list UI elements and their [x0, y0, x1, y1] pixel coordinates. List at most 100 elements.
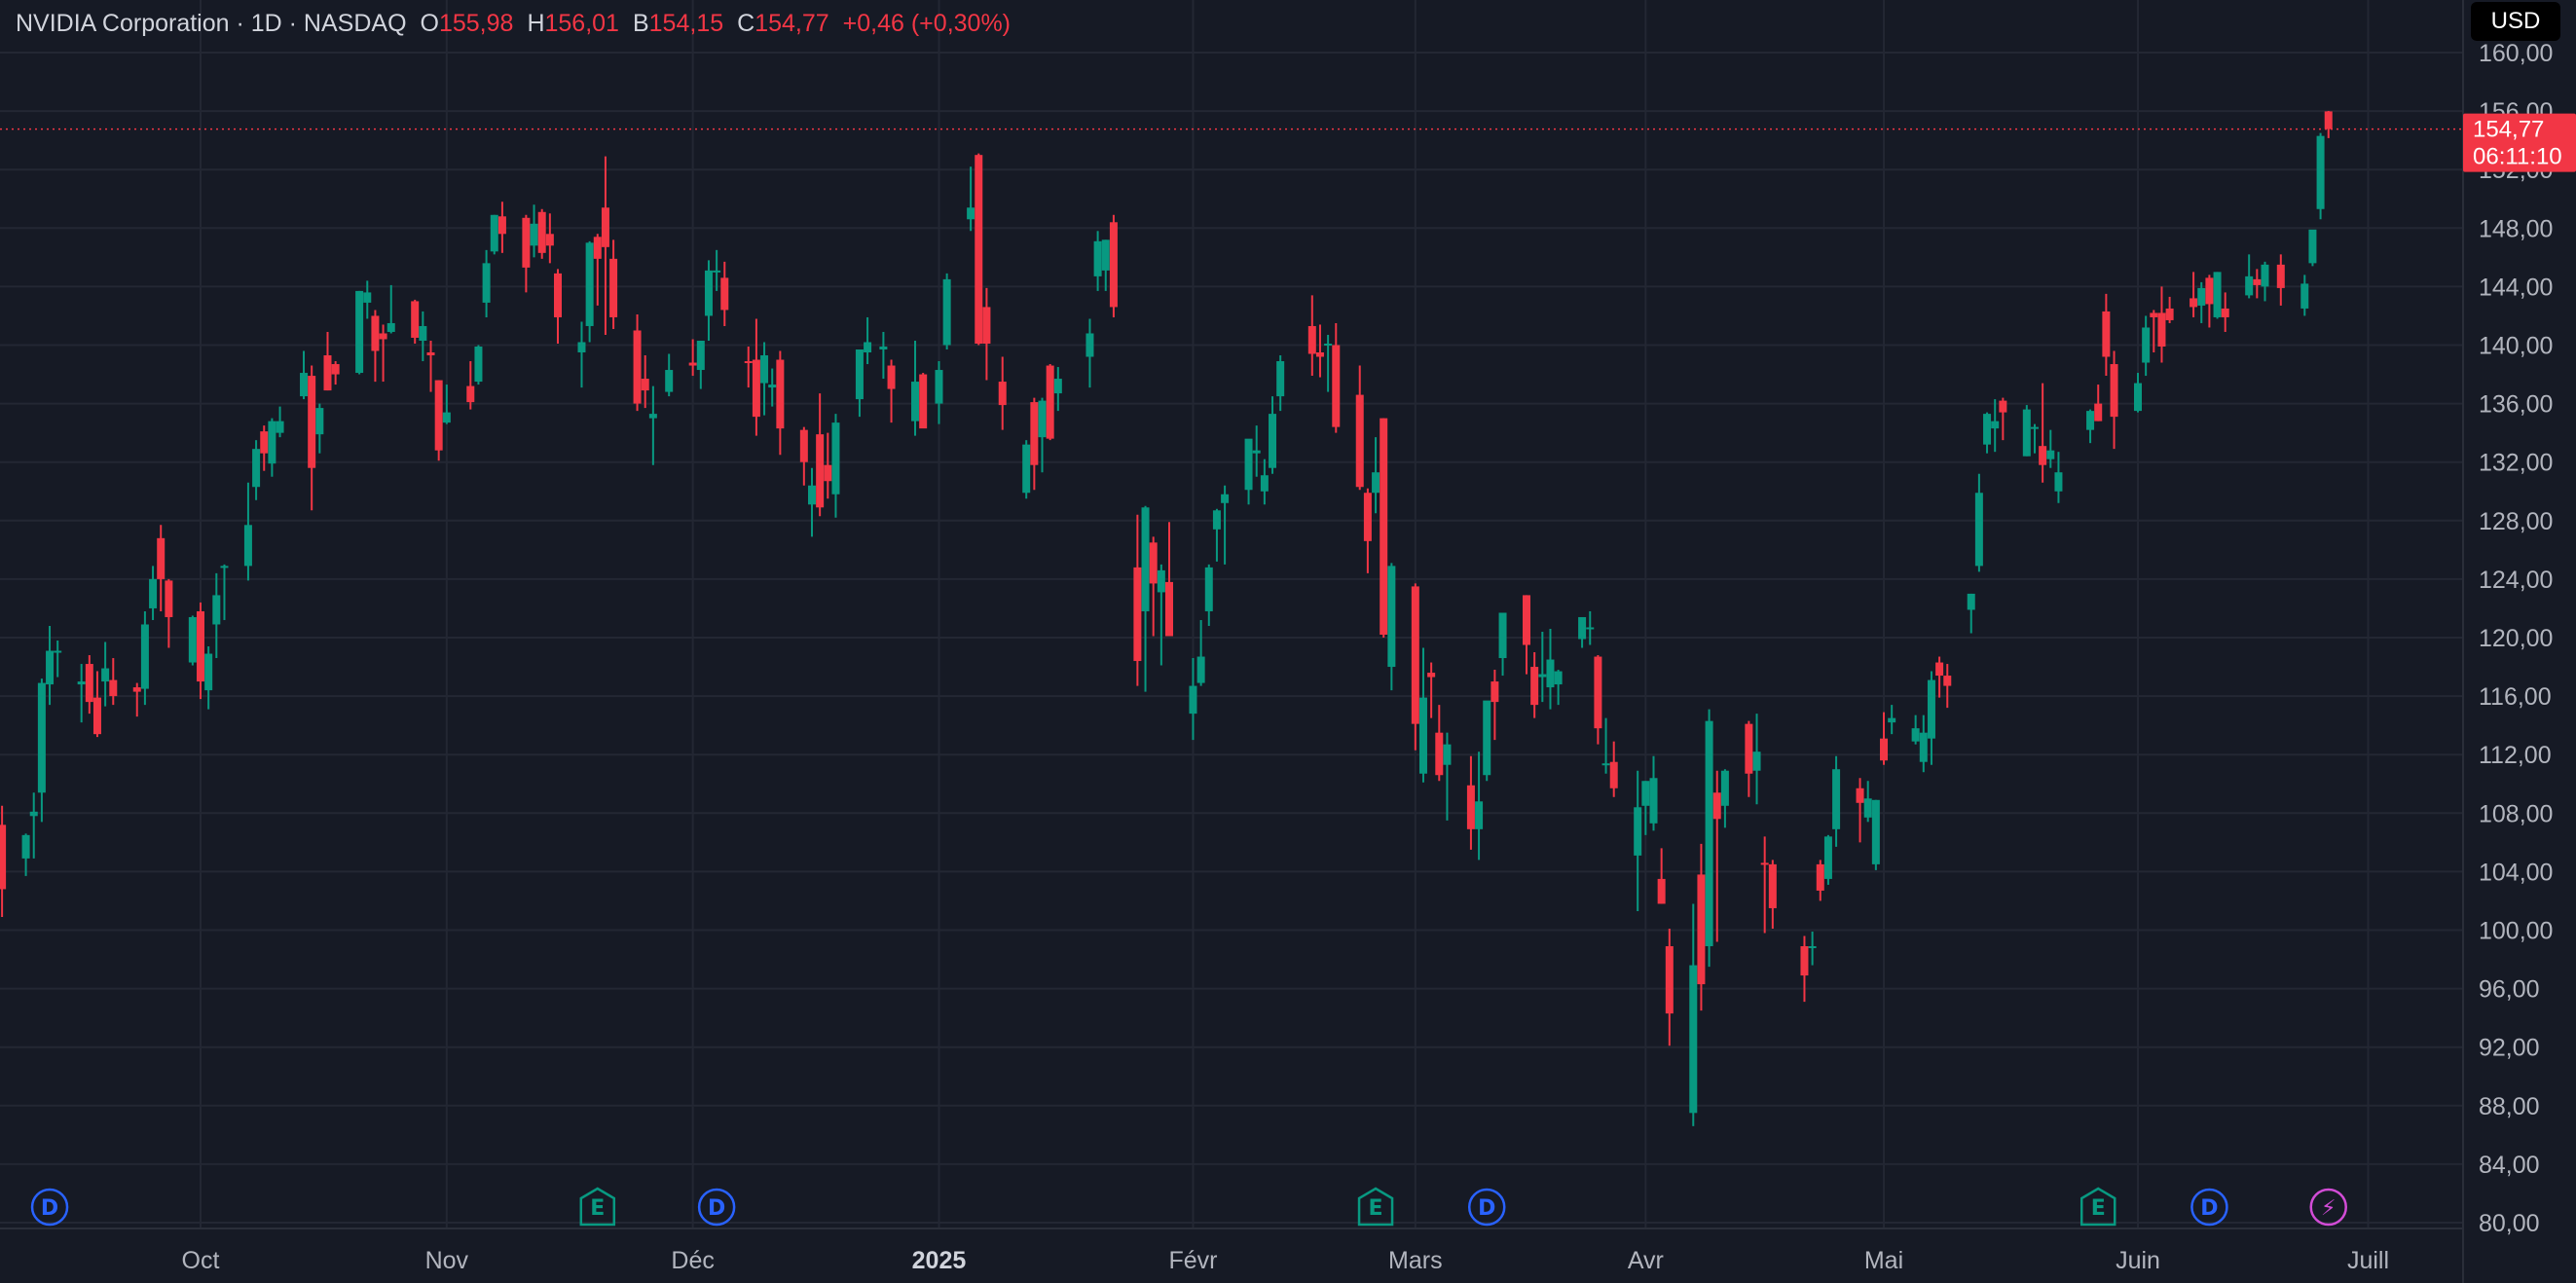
candle[interactable]: [1967, 593, 1975, 634]
candle[interactable]: [2094, 385, 2103, 422]
candle[interactable]: [466, 361, 475, 410]
candle[interactable]: [2022, 405, 2031, 457]
candle[interactable]: [887, 359, 896, 423]
candle[interactable]: [1546, 628, 1555, 710]
candle[interactable]: [29, 792, 38, 859]
candle[interactable]: [1363, 488, 1372, 573]
candle[interactable]: [2134, 373, 2142, 413]
candle[interactable]: [386, 284, 395, 334]
candle[interactable]: [720, 261, 729, 326]
candle[interactable]: [1443, 732, 1452, 821]
candle[interactable]: [1380, 418, 1388, 638]
candle[interactable]: [1038, 397, 1047, 473]
candle[interactable]: [1752, 714, 1761, 805]
candle[interactable]: [1165, 522, 1173, 637]
candle[interactable]: [554, 269, 563, 344]
candle[interactable]: [760, 342, 769, 416]
candle[interactable]: [1212, 508, 1221, 562]
candle[interactable]: [522, 214, 531, 293]
candle[interactable]: [1880, 712, 1889, 765]
candle[interactable]: [1466, 755, 1475, 850]
candle[interactable]: [696, 340, 705, 389]
candle[interactable]: [1244, 438, 1253, 505]
candle[interactable]: [1720, 769, 1729, 828]
candle[interactable]: [21, 833, 30, 876]
candle[interactable]: [140, 610, 149, 706]
candle[interactable]: [474, 345, 483, 385]
candle[interactable]: [54, 641, 62, 678]
candle[interactable]: [243, 482, 252, 581]
candle[interactable]: [2261, 261, 2269, 302]
candle[interactable]: [1919, 715, 1928, 773]
candle[interactable]: [315, 403, 324, 454]
candle[interactable]: [2030, 423, 2039, 454]
candle[interactable]: [1594, 655, 1602, 745]
candle[interactable]: [426, 340, 435, 392]
candle[interactable]: [982, 287, 991, 381]
earnings-marker[interactable]: E: [579, 1187, 616, 1227]
candle[interactable]: [1483, 700, 1491, 782]
candle[interactable]: [46, 625, 55, 706]
candle[interactable]: [379, 324, 387, 383]
candle[interactable]: [1768, 860, 1777, 929]
dividend-marker[interactable]: D: [30, 1188, 69, 1227]
candle[interactable]: [2039, 383, 2047, 483]
candle[interactable]: [220, 564, 229, 620]
candle[interactable]: [975, 153, 983, 346]
candle[interactable]: [1601, 717, 1610, 774]
earnings-marker[interactable]: E: [1357, 1187, 1394, 1227]
candle[interactable]: [1649, 755, 1658, 831]
candle[interactable]: [77, 664, 86, 723]
split-marker[interactable]: ⚡: [2309, 1188, 2347, 1227]
candle[interactable]: [1760, 836, 1769, 934]
candle[interactable]: [2110, 350, 2118, 450]
candle[interactable]: [2142, 315, 2151, 377]
candle[interactable]: [911, 340, 920, 436]
candle[interactable]: [609, 239, 618, 329]
candle[interactable]: [776, 350, 785, 456]
candle[interactable]: [2316, 132, 2325, 220]
earnings-marker[interactable]: E: [2079, 1187, 2116, 1227]
candle[interactable]: [1307, 295, 1316, 377]
candle[interactable]: [1808, 932, 1817, 966]
dividend-marker[interactable]: D: [697, 1188, 736, 1227]
candle[interactable]: [831, 414, 840, 518]
candle[interactable]: [2300, 275, 2309, 316]
dividend-marker[interactable]: D: [2190, 1188, 2228, 1227]
candle[interactable]: [1276, 355, 1285, 412]
candle[interactable]: [1816, 860, 1824, 901]
currency-button[interactable]: USD: [2471, 2, 2560, 41]
candle[interactable]: [768, 368, 777, 407]
candle[interactable]: [1490, 670, 1499, 741]
candle[interactable]: [1991, 399, 2000, 453]
candle[interactable]: [1030, 397, 1039, 491]
candle[interactable]: [879, 331, 888, 380]
candle[interactable]: [633, 313, 642, 412]
candle[interactable]: [92, 671, 101, 738]
candle[interactable]: [37, 678, 46, 823]
candle[interactable]: [1823, 834, 1832, 885]
candle[interactable]: [252, 440, 261, 500]
candle[interactable]: [1324, 334, 1333, 392]
candle[interactable]: [1221, 485, 1230, 565]
candle[interactable]: [1086, 318, 1094, 388]
candle[interactable]: [641, 355, 649, 409]
candle[interactable]: [1315, 324, 1324, 378]
candle[interactable]: [2150, 310, 2158, 353]
dividend-marker[interactable]: D: [1467, 1188, 1506, 1227]
candle[interactable]: [1046, 364, 1054, 441]
candle[interactable]: [149, 566, 158, 620]
candle[interactable]: [935, 361, 943, 424]
candle[interactable]: [537, 208, 546, 259]
candle[interactable]: [1705, 709, 1713, 968]
candle[interactable]: [2157, 286, 2166, 363]
candle[interactable]: [355, 290, 364, 375]
candle[interactable]: [101, 642, 110, 707]
candle[interactable]: [323, 331, 332, 391]
candle[interactable]: [577, 321, 586, 388]
candle[interactable]: [1911, 715, 1920, 745]
candle[interactable]: [157, 525, 166, 611]
candle[interactable]: [260, 425, 269, 471]
candle[interactable]: [545, 213, 554, 264]
